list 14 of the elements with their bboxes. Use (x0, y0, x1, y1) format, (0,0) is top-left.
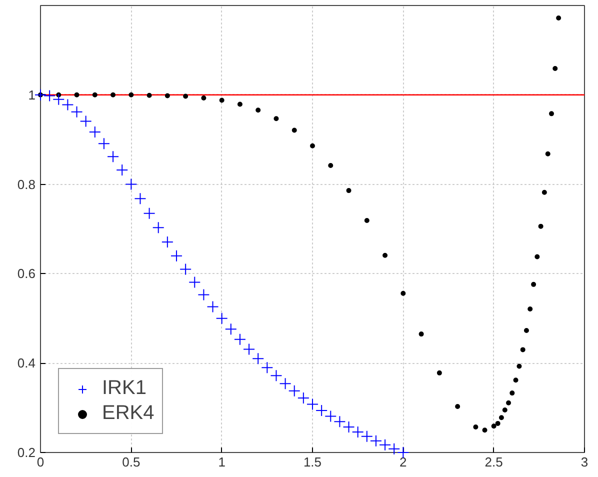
x-tick-label: 3 (580, 454, 588, 470)
x-tick-label: 1 (218, 454, 226, 470)
y-tick-label: 0.4 (17, 356, 36, 371)
y-tick-label: 0.8 (17, 176, 36, 192)
x-tick-label: 1.5 (303, 454, 322, 470)
legend-label: IRK1 (102, 377, 146, 400)
x-tick-label: 2.5 (484, 454, 503, 470)
y-tick-label: 1 (28, 87, 36, 102)
legend-label: ERK4 (102, 402, 154, 425)
x-tick-label: 0.5 (122, 454, 140, 470)
x-tick-label: 2 (400, 454, 407, 470)
y-tick-label: 0.2 (17, 445, 36, 460)
x-tick-label: 0 (36, 454, 44, 470)
y-tick-label: 0.6 (17, 266, 36, 282)
